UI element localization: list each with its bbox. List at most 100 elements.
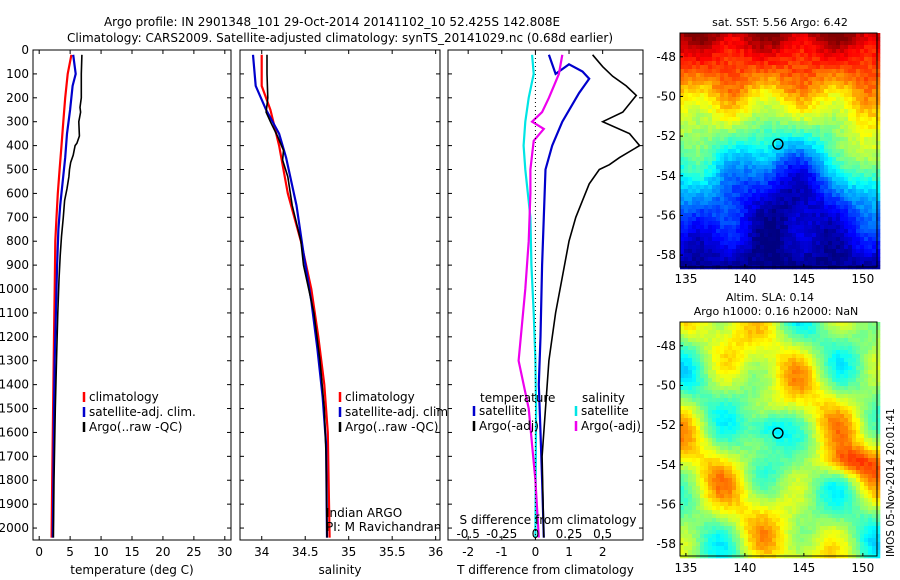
heatmap-cell: [816, 241, 821, 246]
heatmap-cell: [844, 49, 849, 54]
heatmap-cell: [760, 93, 765, 98]
heatmap-cell: [696, 221, 701, 226]
heatmap-cell: [764, 374, 769, 379]
heatmap-cell: [720, 322, 725, 327]
heatmap-cell: [772, 257, 777, 262]
heatmap-cell: [756, 418, 761, 423]
heatmap-cell: [804, 57, 809, 62]
heatmap-cell: [728, 438, 733, 443]
heatmap-cell: [796, 398, 801, 403]
heatmap-cell: [764, 225, 769, 230]
heatmap-cell: [736, 442, 741, 447]
heatmap-cell: [848, 326, 853, 331]
heatmap-cell: [692, 245, 697, 250]
heatmap-cell: [704, 201, 709, 206]
heatmap-cell: [744, 334, 749, 339]
heatmap-cell: [720, 406, 725, 411]
heatmap-cell: [744, 434, 749, 439]
heatmap-cell: [684, 221, 689, 226]
heatmap-cell: [872, 378, 877, 383]
heatmap-cell: [872, 213, 877, 218]
heatmap-cell: [868, 33, 873, 38]
heatmap-cell: [796, 438, 801, 443]
heatmap-cell: [776, 330, 781, 335]
heatmap-cell: [720, 221, 725, 226]
heatmap-cell: [836, 241, 841, 246]
heatmap-cell: [844, 354, 849, 359]
heatmap-cell: [832, 205, 837, 210]
heatmap-cell: [748, 462, 753, 467]
heatmap-cell: [708, 169, 713, 174]
heatmap-cell: [856, 225, 861, 230]
heatmap-cell: [764, 257, 769, 262]
heatmap-cell: [736, 394, 741, 399]
heatmap-cell: [864, 370, 869, 375]
heatmap-cell: [752, 189, 757, 194]
heatmap-cell: [820, 354, 825, 359]
heatmap-cell: [768, 217, 773, 222]
heatmap-cell: [824, 257, 829, 262]
heatmap-cell: [684, 378, 689, 383]
heatmap-cell: [788, 53, 793, 58]
heatmap-cell: [788, 354, 793, 359]
heatmap-cell: [728, 121, 733, 126]
heatmap-cell: [828, 438, 833, 443]
heatmap-cell: [764, 109, 769, 114]
heatmap-cell: [732, 181, 737, 186]
heatmap-cell: [728, 45, 733, 50]
heatmap-cell: [736, 374, 741, 379]
heatmap-cell: [740, 157, 745, 162]
heatmap-cell: [776, 201, 781, 206]
heatmap-cell: [776, 249, 781, 254]
heatmap-cell: [740, 438, 745, 443]
heatmap-cell: [680, 205, 685, 210]
heatmap-cell: [812, 89, 817, 94]
heatmap-cell: [784, 69, 789, 74]
heatmap-cell: [828, 382, 833, 387]
heatmap-cell: [692, 157, 697, 162]
heatmap-cell: [860, 117, 865, 122]
heatmap-cell: [716, 245, 721, 250]
heatmap-cell: [788, 65, 793, 70]
heatmap-cell: [832, 398, 837, 403]
heatmap-cell: [760, 390, 765, 395]
heatmap-cell: [808, 157, 813, 162]
heatmap-cell: [792, 149, 797, 154]
heatmap-cell: [800, 57, 805, 62]
heatmap-cell: [732, 362, 737, 367]
heatmap-cell: [704, 137, 709, 142]
heatmap-cell: [692, 129, 697, 134]
heatmap-cell: [800, 358, 805, 363]
heatmap-cell: [800, 330, 805, 335]
heatmap-cell: [700, 454, 705, 459]
heatmap-cell: [868, 213, 873, 218]
heatmap-cell: [704, 209, 709, 214]
heatmap-cell: [712, 406, 717, 411]
heatmap-cell: [836, 193, 841, 198]
heatmap-cell: [836, 422, 841, 427]
heatmap-cell: [840, 109, 845, 114]
heatmap-cell: [876, 350, 881, 355]
heatmap-cell: [716, 37, 721, 42]
heatmap-cell: [692, 145, 697, 150]
heatmap-cell: [688, 77, 693, 82]
heatmap-cell: [828, 193, 833, 198]
heatmap-cell: [740, 442, 745, 447]
heatmap-cell: [688, 370, 693, 375]
heatmap-cell: [840, 382, 845, 387]
heatmap-cell: [680, 57, 685, 62]
heatmap-cell: [772, 334, 777, 339]
heatmap-cell: [876, 358, 881, 363]
heatmap-cell: [856, 217, 861, 222]
heatmap-cell: [800, 85, 805, 90]
heatmap-cell: [820, 201, 825, 206]
heatmap-cell: [680, 181, 685, 186]
heatmap-cell: [864, 422, 869, 427]
heatmap-cell: [684, 69, 689, 74]
heatmap-cell: [700, 57, 705, 62]
heatmap-cell: [784, 394, 789, 399]
heatmap-cell: [848, 414, 853, 419]
heatmap-cell: [836, 105, 841, 110]
heatmap-cell: [732, 334, 737, 339]
heatmap-cell: [824, 253, 829, 258]
